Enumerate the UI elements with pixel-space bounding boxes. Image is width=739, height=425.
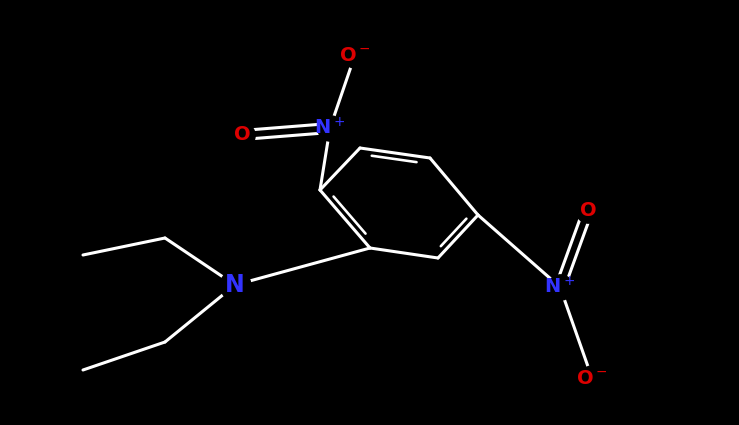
Text: O: O xyxy=(579,201,596,219)
Text: O: O xyxy=(234,125,251,145)
Text: N$^+$: N$^+$ xyxy=(314,117,346,139)
Text: O$^-$: O$^-$ xyxy=(576,368,607,388)
Text: N: N xyxy=(225,273,245,297)
Text: O$^-$: O$^-$ xyxy=(339,45,371,65)
Text: N$^+$: N$^+$ xyxy=(545,276,576,298)
